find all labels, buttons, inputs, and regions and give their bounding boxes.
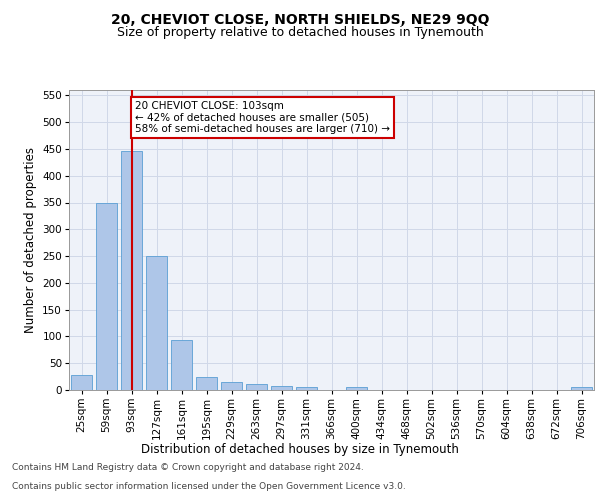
Bar — [221, 382, 242, 390]
Bar — [121, 150, 142, 390]
Bar — [271, 386, 292, 390]
Bar — [196, 376, 217, 390]
Text: 20 CHEVIOT CLOSE: 103sqm
← 42% of detached houses are smaller (505)
58% of semi-: 20 CHEVIOT CLOSE: 103sqm ← 42% of detach… — [135, 100, 390, 134]
Text: Contains public sector information licensed under the Open Government Licence v3: Contains public sector information licen… — [12, 482, 406, 491]
Text: Contains HM Land Registry data © Crown copyright and database right 2024.: Contains HM Land Registry data © Crown c… — [12, 464, 364, 472]
Y-axis label: Number of detached properties: Number of detached properties — [24, 147, 37, 333]
Bar — [146, 256, 167, 390]
Bar — [346, 387, 367, 390]
Bar — [296, 387, 317, 390]
Bar — [96, 202, 117, 390]
Text: 20, CHEVIOT CLOSE, NORTH SHIELDS, NE29 9QQ: 20, CHEVIOT CLOSE, NORTH SHIELDS, NE29 9… — [111, 12, 489, 26]
Text: Distribution of detached houses by size in Tynemouth: Distribution of detached houses by size … — [141, 442, 459, 456]
Bar — [246, 384, 267, 390]
Bar — [171, 340, 192, 390]
Text: Size of property relative to detached houses in Tynemouth: Size of property relative to detached ho… — [116, 26, 484, 39]
Bar — [571, 387, 592, 390]
Bar — [71, 375, 92, 390]
